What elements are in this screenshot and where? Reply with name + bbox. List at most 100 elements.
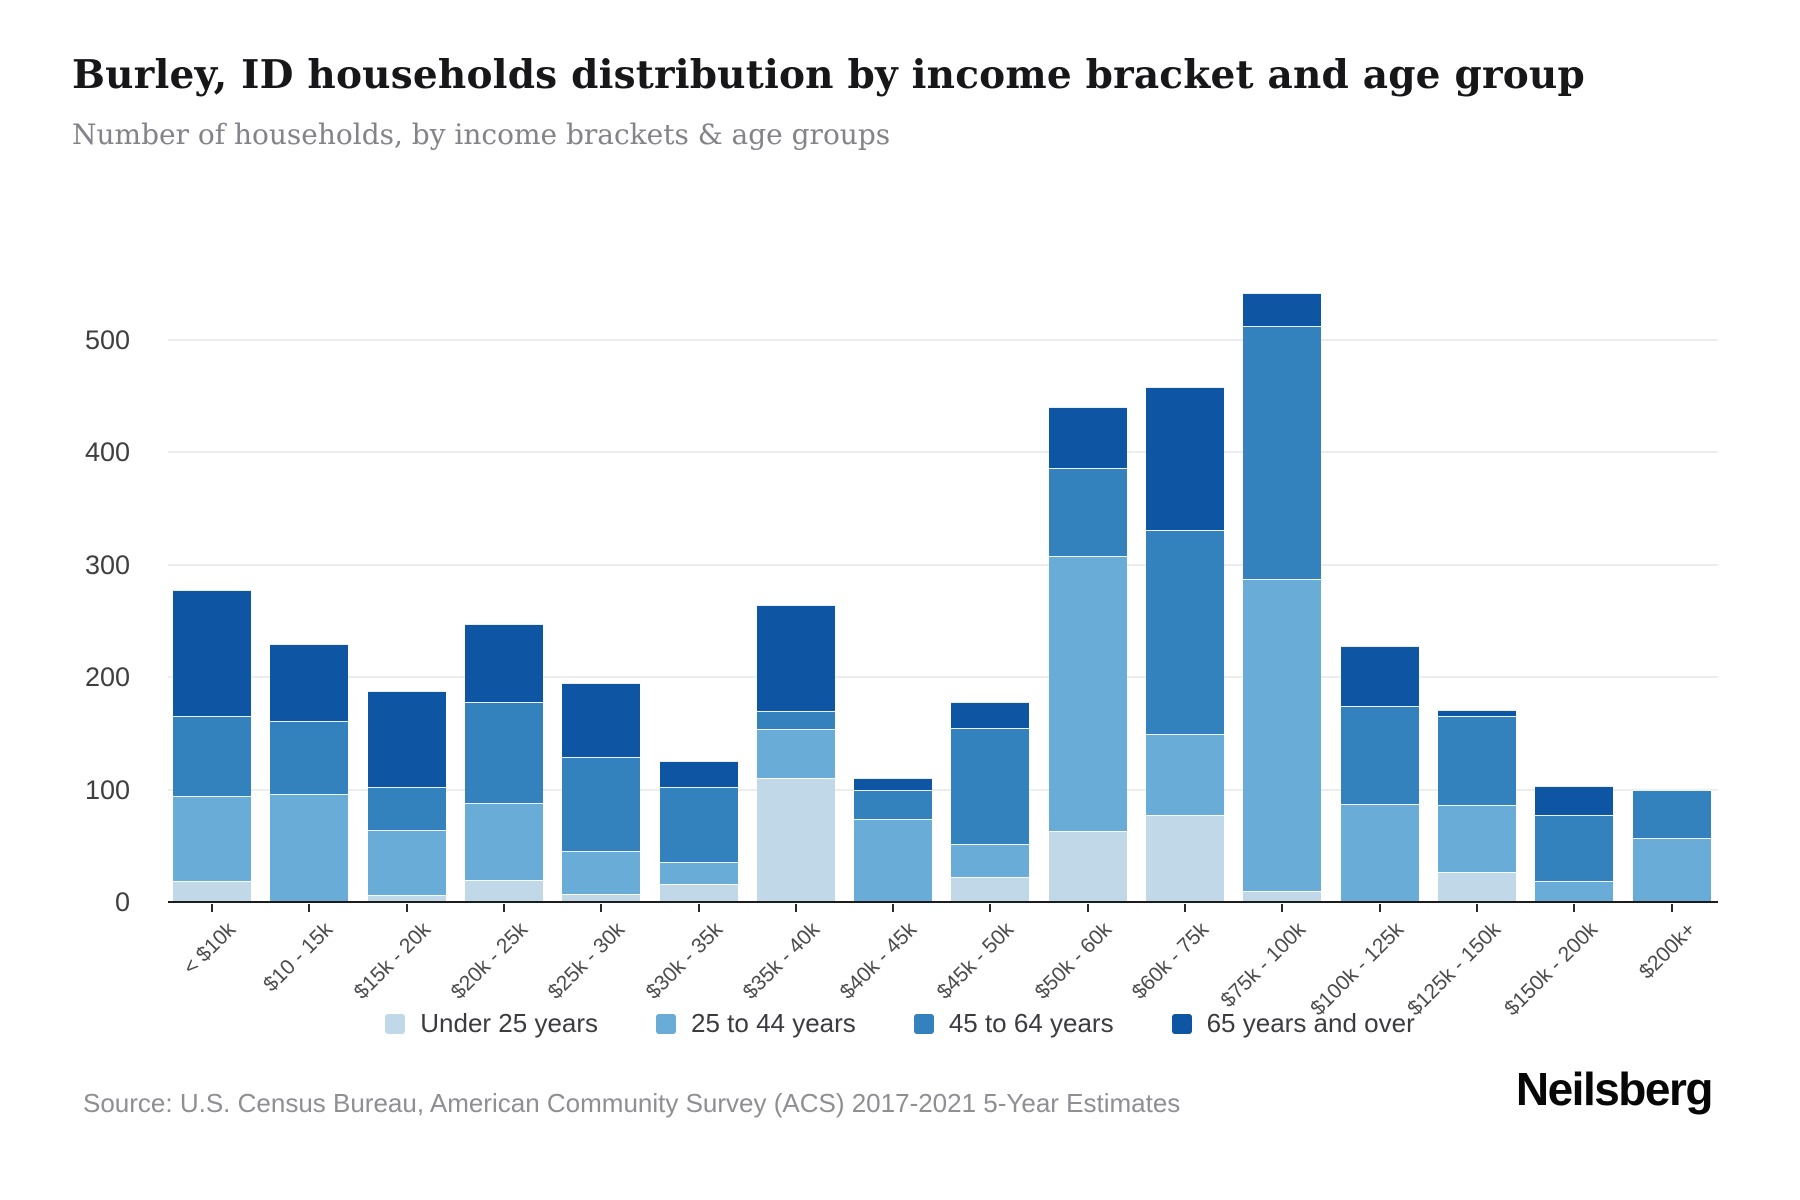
bar-segment <box>1535 880 1614 902</box>
legend-label: 45 to 64 years <box>948 1008 1114 1038</box>
x-tick <box>502 904 505 912</box>
bar-segment <box>1535 786 1614 816</box>
bar-segment <box>756 710 835 729</box>
brand-logo: Neilsberg <box>1515 1063 1714 1115</box>
bar-segment <box>1146 386 1224 530</box>
bar-segment <box>951 701 1030 728</box>
bar-segment <box>1146 815 1224 902</box>
bar-segment <box>1243 890 1322 902</box>
y-tick-label: 0 <box>114 887 130 917</box>
x-tick <box>697 904 700 912</box>
bar-segment <box>1243 293 1322 326</box>
bar-segment <box>951 877 1030 902</box>
bar-segment <box>367 830 446 896</box>
bar-segment <box>659 787 738 862</box>
bar-segment <box>270 720 349 794</box>
bar-segment <box>464 803 543 880</box>
bar-segment <box>1048 555 1127 832</box>
bar-segment <box>367 787 446 830</box>
chart-subtitle: Number of households, by income brackets… <box>72 118 891 151</box>
x-tick <box>211 904 213 912</box>
x-tick <box>1378 904 1381 912</box>
bar-segment <box>1048 831 1127 902</box>
bar-segment <box>659 861 738 884</box>
x-tick <box>1573 904 1576 912</box>
x-tick <box>892 904 895 912</box>
bar-segment <box>756 728 835 779</box>
legend-item: Under 25 years <box>385 1008 598 1039</box>
bar-segment <box>367 690 446 788</box>
x-tick <box>1184 904 1186 912</box>
bar-segment <box>1146 529 1224 735</box>
legend-swatch-icon <box>913 1013 934 1034</box>
y-grid-line <box>168 788 1718 791</box>
bar-segment <box>464 624 543 702</box>
bar-segment <box>173 590 251 717</box>
bar-segment <box>562 851 641 895</box>
bar-segment <box>1048 407 1127 468</box>
bar-segment <box>1146 734 1224 816</box>
bar-segment <box>1632 789 1711 838</box>
bar-segment <box>173 796 251 881</box>
source-note: Source: U.S. Census Bureau, American Com… <box>83 1088 1181 1118</box>
bar-segment <box>1340 706 1419 805</box>
x-tick <box>600 904 603 912</box>
bar-segment <box>562 682 641 757</box>
bar-segment <box>367 895 446 902</box>
y-grid-line <box>168 676 1718 678</box>
x-axis-line <box>168 901 1718 903</box>
bar-segment <box>464 701 543 803</box>
y-grid-line <box>168 451 1718 453</box>
bar-segment <box>756 778 835 902</box>
bar-segment <box>1243 579 1322 891</box>
bar-segment <box>173 716 251 797</box>
bar-segment <box>1048 467 1127 556</box>
bar-segment <box>1340 804 1419 902</box>
y-tick-label: 300 <box>84 549 130 580</box>
y-tick-label: 400 <box>84 437 130 467</box>
x-tick <box>1281 904 1284 912</box>
bar-segment <box>270 644 349 721</box>
y-tick-label: 200 <box>84 662 130 692</box>
legend: Under 25 years 25 to 44 years 45 to 64 yea… <box>0 1008 1800 1039</box>
legend-item: 45 to 64 years <box>913 1008 1114 1039</box>
x-tick <box>794 904 797 912</box>
x-tick <box>308 904 311 912</box>
legend-item: 25 to 44 years <box>656 1008 856 1039</box>
bar-segment <box>1437 805 1516 872</box>
bar-segment <box>1340 645 1419 707</box>
bar-segment <box>1437 709 1516 717</box>
bar-segment <box>854 789 933 819</box>
y-grid-line <box>168 563 1718 566</box>
bar-segment <box>659 884 738 902</box>
legend-swatch-icon <box>656 1013 677 1034</box>
x-tick <box>989 904 992 912</box>
bar-segment <box>464 879 543 902</box>
legend-item: 65 years and over <box>1171 1008 1415 1039</box>
x-tick <box>1475 904 1478 912</box>
y-grid-line <box>168 338 1718 341</box>
bar-segment <box>1535 815 1614 881</box>
bar-segment <box>659 761 738 788</box>
x-tick <box>405 904 408 912</box>
bar-segment <box>562 756 641 852</box>
bar-segment <box>270 794 349 902</box>
legend-label: 25 to 44 years <box>691 1008 856 1038</box>
legend-label: Under 25 years <box>420 1008 599 1038</box>
bar-segment <box>951 727 1030 844</box>
legend-swatch-icon <box>1171 1013 1192 1034</box>
bar-segment <box>854 778 933 790</box>
bar-segment <box>1437 716 1516 806</box>
y-tick-label: 100 <box>84 774 130 805</box>
legend-swatch-icon <box>385 1013 406 1034</box>
bar-segment <box>951 843 1030 878</box>
bar-segment <box>1437 871 1516 902</box>
x-tick <box>1670 904 1673 912</box>
bar-segment <box>173 880 251 902</box>
bar-segment <box>1243 326 1322 580</box>
x-tick <box>1086 904 1089 912</box>
bar-segment <box>562 894 641 902</box>
bar-segment <box>854 818 933 902</box>
